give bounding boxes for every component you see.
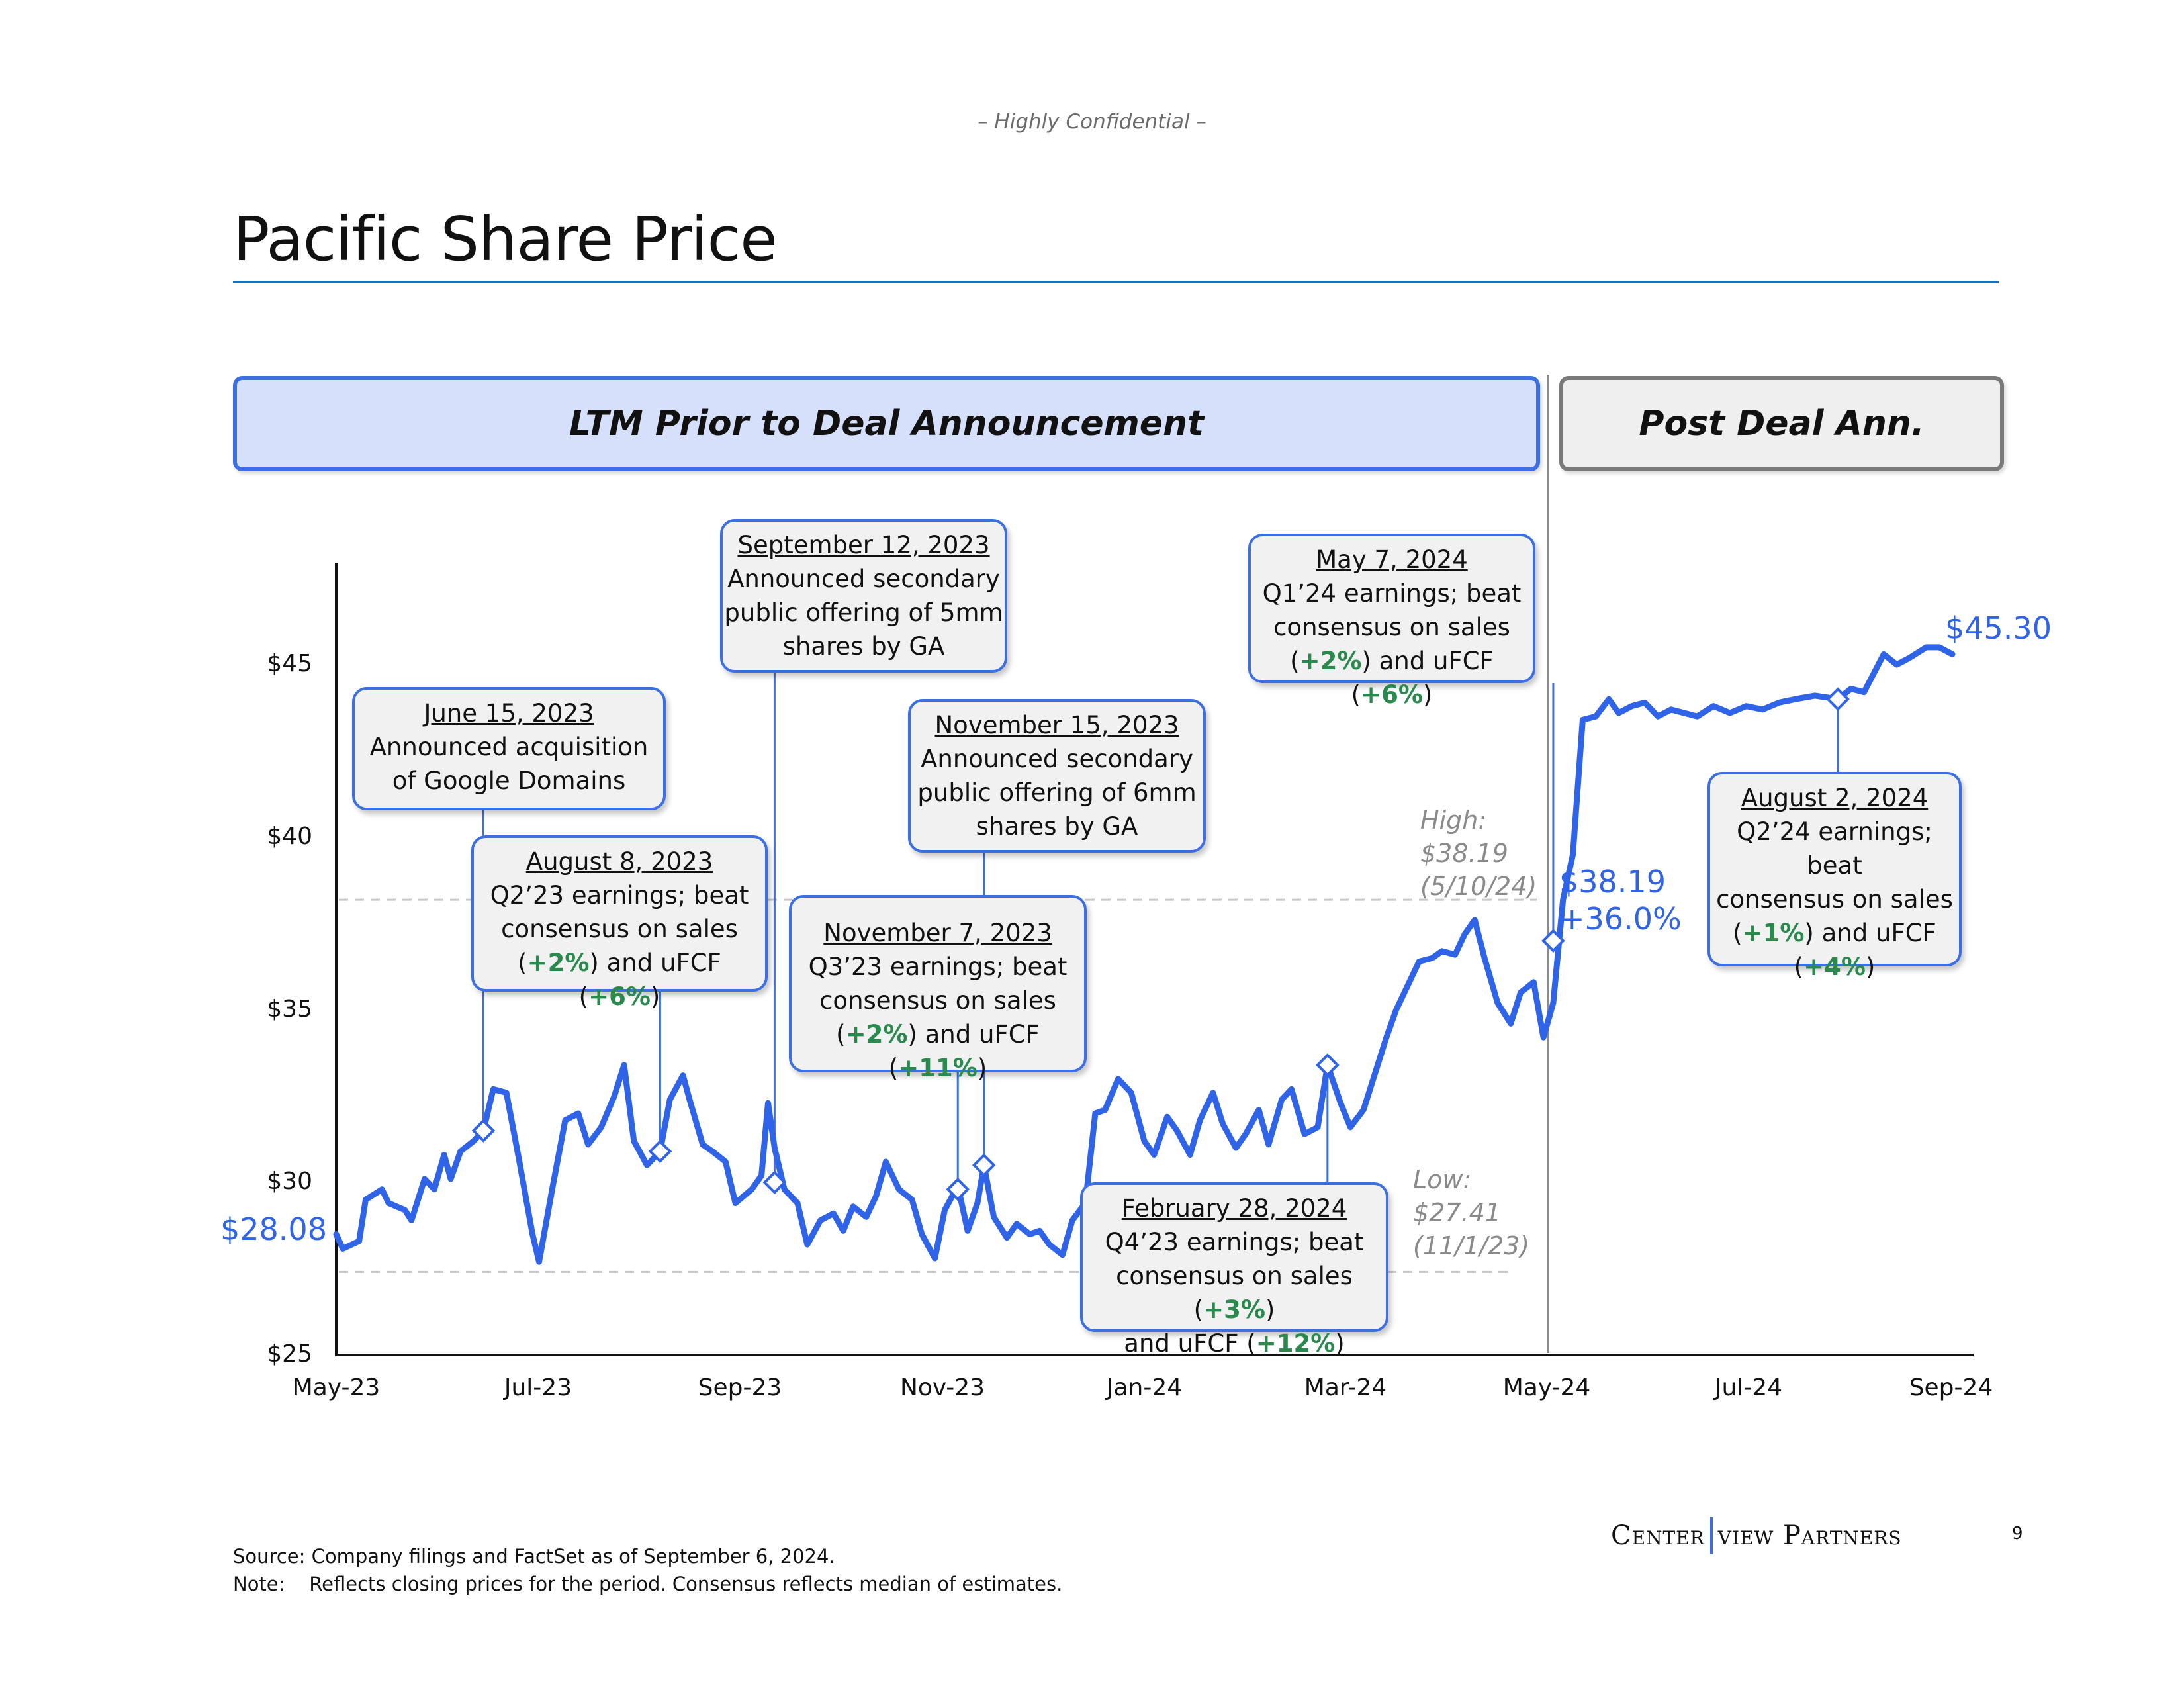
ufcf-beat-value: +6% [588,982,651,1011]
ufcf-beat-value: +4% [1803,953,1866,981]
event-marker [946,1177,970,1201]
high-date: (5/10/24) [1420,872,1537,901]
x-tick-label: Nov-23 [899,1374,985,1401]
low-caption: Low: [1413,1165,1472,1194]
sales-beat-value: +3% [1203,1295,1265,1324]
callout-text: consensus on sales [819,986,1056,1015]
callout-text: Q2’23 earnings; beat [490,881,749,910]
callout-text: shares by GA [976,812,1138,841]
event-marker [1315,1053,1340,1077]
deal-premium-value: +36.0% [1559,901,1682,937]
callout-date: May 7, 2024 [1316,545,1468,574]
low-label: Low: $27.41 (11/1/23) [1413,1163,1529,1262]
callout-date: November 7, 2023 [823,919,1052,947]
callout-date: August 8, 2023 [525,847,713,876]
start-price-label: $28.08 [220,1211,327,1247]
x-tick-label: May-23 [292,1374,381,1401]
event-marker [648,1139,672,1164]
callout-text: consensus on sales [1273,613,1510,641]
event-marker [972,1153,996,1178]
confidential-banner: – Highly Confidential – [978,110,1206,134]
callout-november-7-2023: November 7, 2023 Q3’23 earnings; beat co… [789,895,1087,1082]
callout-text: Q3’23 earnings; beat [808,953,1068,981]
callout-date: February 28, 2024 [1121,1194,1347,1223]
x-tick-label: May-24 [1502,1374,1591,1401]
page-number: 9 [2012,1524,2023,1544]
low-date: (11/1/23) [1413,1231,1530,1260]
high-value: $38.19 [1420,839,1508,868]
x-tick-label: Jul-23 [504,1374,572,1401]
high-label: High: $38.19 (5/10/24) [1420,804,1537,903]
callout-text: Announced secondary [921,745,1193,773]
high-caption: High: [1420,806,1487,835]
callout-text: Q2’24 earnings; beat [1737,818,1933,880]
callout-date: November 15, 2023 [934,711,1179,739]
callout-text: consensus on sales [1716,885,1953,914]
callout-may-7-2024: May 7, 2024 Q1’24 earnings; beat consens… [1248,534,1535,709]
x-tick-label: Jan-24 [1106,1374,1183,1401]
event-marker [471,1119,496,1143]
callout-february-28-2024: February 28, 2024 Q4’23 earnings; beat c… [1080,1182,1388,1358]
low-value: $27.41 [1413,1198,1501,1227]
callout-date: June 15, 2023 [424,699,594,727]
y-tick-label: $25 [267,1340,312,1368]
y-tick-label: $40 [267,822,312,850]
deal-price-value: $38.19 [1559,864,1666,900]
callout-november-15-2023: November 15, 2023 Announced secondary pu… [908,699,1206,853]
x-tick-label: Sep-23 [698,1374,782,1401]
deal-price-label: $38.19 +36.0% [1559,863,1682,937]
x-tick-label: Mar-24 [1304,1374,1387,1401]
callout-text: consensus on sales [501,915,738,943]
page-title: Pacific Share Price [233,204,778,275]
ufcf-beat-value: +12% [1255,1329,1336,1358]
event-marker [1541,929,1565,953]
callout-text: Q1’24 earnings; beat [1262,579,1522,608]
centerview-logo: Center view Partners [1611,1517,1902,1554]
callout-september-12-2023: September 12, 2023 Announced secondary p… [720,519,1007,673]
callout-text: Announced acquisition [369,733,649,761]
callout-date: September 12, 2023 [737,531,990,559]
callout-august-8-2023: August 8, 2023 Q2’23 earnings; beat cons… [471,835,768,1011]
callout-text: shares by GA [782,632,945,661]
callout-text: public offering of 6mm [917,778,1197,807]
callout-text: of Google Domains [392,767,626,795]
sales-beat-value: +2% [527,949,590,977]
x-tick-label: Sep-24 [1909,1374,1993,1401]
y-tick-label: $45 [267,650,312,677]
ltm-section-header: LTM Prior to Deal Announcement [233,376,1540,471]
deal-announcement-divider [1547,375,1549,1353]
footnotes: Source: Company filings and FactSet as o… [233,1542,1062,1598]
callout-august-2-2024: August 2, 2024 Q2’24 earnings; beat cons… [1707,772,1962,981]
post-deal-section-header: Post Deal Ann. [1559,376,2004,471]
callout-text: Announced secondary [727,565,1000,593]
event-marker [762,1170,787,1195]
callout-text: Q4’23 earnings; beat [1105,1228,1364,1256]
y-tick-label: $35 [267,995,312,1023]
price-series-line [333,644,1956,1265]
ufcf-beat-value: +11% [898,1054,978,1082]
callout-text: public offering of 5mm [724,598,1003,627]
sales-beat-value: +1% [1742,919,1805,947]
end-price-label: $45.30 [1945,610,2052,646]
event-marker [1826,687,1850,711]
sales-beat-value: +2% [1299,647,1362,675]
source-note: Source: Company filings and FactSet as o… [233,1545,835,1568]
title-underline [233,281,1999,283]
callout-june-15-2023: June 15, 2023 Announced acquisition of G… [352,687,666,810]
note-line: Note: Reflects closing prices for the pe… [233,1573,1063,1595]
sales-beat-value: +2% [845,1020,908,1049]
ufcf-beat-value: +6% [1361,680,1423,709]
x-tick-label: Jul-24 [1714,1374,1783,1401]
y-tick-label: $30 [267,1168,312,1196]
callout-date: August 2, 2024 [1741,784,1929,812]
